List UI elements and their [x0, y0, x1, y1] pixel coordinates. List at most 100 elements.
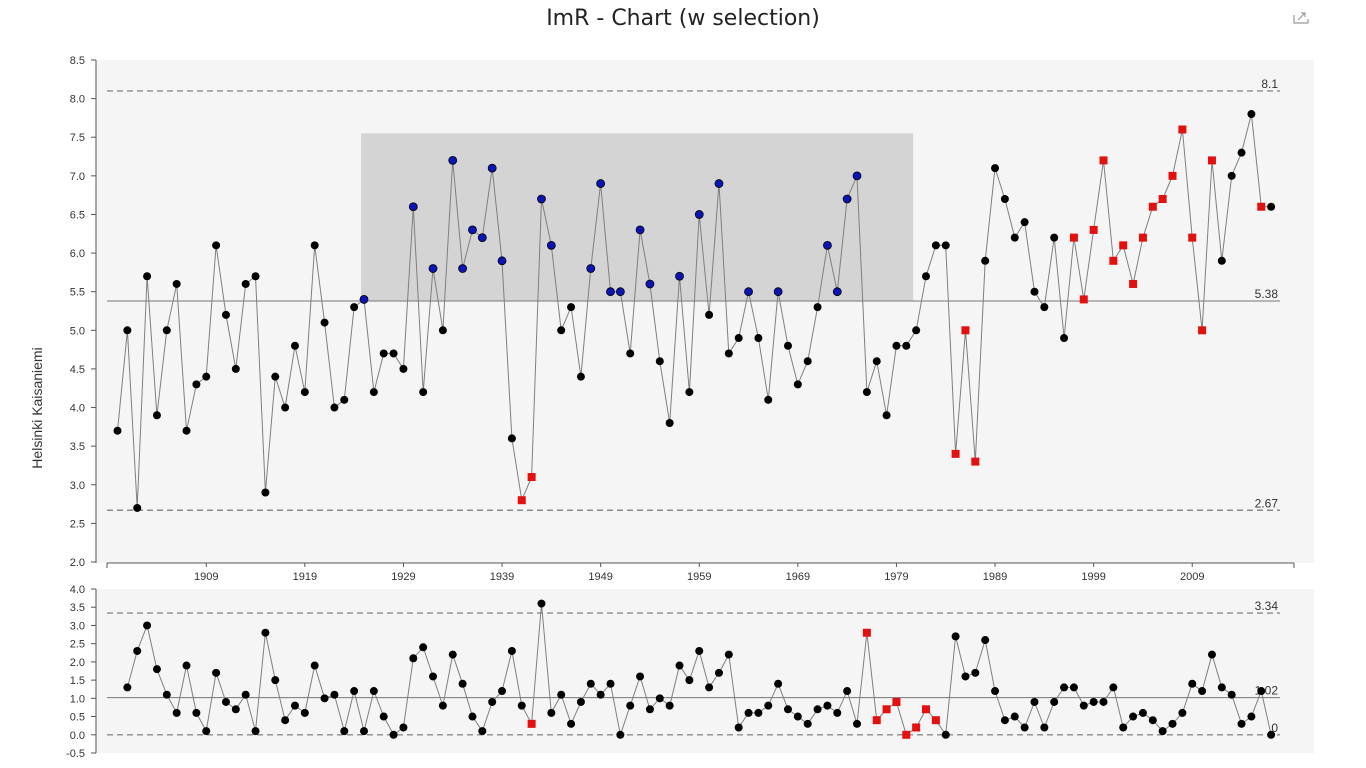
- data-point[interactable]: [774, 679, 783, 688]
- data-point[interactable]: [221, 310, 230, 319]
- data-point[interactable]: [793, 712, 802, 721]
- selected-point[interactable]: [537, 194, 546, 204]
- data-point[interactable]: [685, 388, 694, 397]
- data-point[interactable]: [350, 303, 359, 312]
- selected-point[interactable]: [359, 295, 369, 304]
- violation-point[interactable]: [1198, 326, 1207, 335]
- selected-point[interactable]: [448, 155, 458, 165]
- data-point[interactable]: [369, 687, 378, 696]
- data-point[interactable]: [241, 279, 250, 288]
- data-point[interactable]: [271, 676, 280, 685]
- data-point[interactable]: [340, 395, 349, 404]
- data-point[interactable]: [991, 687, 1000, 696]
- data-point[interactable]: [783, 705, 792, 714]
- violation-point[interactable]: [961, 326, 970, 335]
- data-point[interactable]: [833, 708, 842, 717]
- data-point[interactable]: [1069, 683, 1078, 692]
- selected-point[interactable]: [832, 287, 842, 297]
- data-point[interactable]: [744, 708, 753, 717]
- data-point[interactable]: [853, 719, 861, 728]
- data-point[interactable]: [212, 668, 221, 677]
- data-point[interactable]: [133, 646, 142, 655]
- data-point[interactable]: [941, 730, 950, 739]
- violation-point[interactable]: [892, 697, 901, 706]
- data-point[interactable]: [734, 723, 743, 732]
- data-point[interactable]: [941, 241, 950, 250]
- violation-point[interactable]: [1148, 202, 1157, 211]
- violation-point[interactable]: [872, 716, 881, 725]
- data-point[interactable]: [379, 712, 388, 721]
- data-point[interactable]: [1050, 233, 1059, 242]
- data-point[interactable]: [1237, 719, 1246, 728]
- data-point[interactable]: [991, 164, 1000, 173]
- data-point[interactable]: [241, 690, 250, 699]
- data-point[interactable]: [389, 349, 398, 358]
- export-icon[interactable]: [1293, 10, 1309, 24]
- data-point[interactable]: [438, 326, 447, 335]
- data-point[interactable]: [1247, 712, 1256, 721]
- data-point[interactable]: [981, 256, 990, 265]
- violation-point[interactable]: [527, 473, 536, 482]
- data-point[interactable]: [1000, 195, 1009, 204]
- data-point[interactable]: [419, 643, 428, 652]
- violation-point[interactable]: [1188, 233, 1197, 242]
- data-point[interactable]: [1020, 723, 1029, 732]
- data-point[interactable]: [172, 279, 181, 288]
- selected-point[interactable]: [546, 240, 556, 250]
- data-point[interactable]: [981, 636, 990, 645]
- data-point[interactable]: [1267, 730, 1276, 739]
- data-point[interactable]: [231, 705, 240, 714]
- data-point[interactable]: [576, 697, 585, 706]
- data-point[interactable]: [300, 388, 309, 397]
- selection-rectangle[interactable]: [361, 133, 914, 301]
- data-point[interactable]: [192, 708, 201, 717]
- data-point[interactable]: [872, 357, 881, 366]
- data-point[interactable]: [409, 654, 418, 663]
- data-point[interactable]: [655, 357, 664, 366]
- data-point[interactable]: [1109, 683, 1118, 692]
- data-point[interactable]: [557, 326, 566, 335]
- violation-point[interactable]: [527, 719, 536, 728]
- violation-point[interactable]: [1168, 171, 1177, 180]
- data-point[interactable]: [399, 723, 408, 732]
- violation-point[interactable]: [1257, 202, 1266, 211]
- data-point[interactable]: [330, 690, 339, 699]
- violation-point[interactable]: [517, 496, 526, 505]
- data-point[interactable]: [251, 727, 260, 736]
- violation-point[interactable]: [1069, 233, 1078, 242]
- data-point[interactable]: [212, 241, 221, 250]
- data-point[interactable]: [123, 326, 132, 335]
- data-point[interactable]: [1030, 287, 1039, 296]
- data-point[interactable]: [123, 683, 132, 692]
- data-point[interactable]: [971, 668, 980, 677]
- data-point[interactable]: [143, 272, 152, 281]
- data-point[interactable]: [892, 341, 901, 350]
- data-point[interactable]: [310, 661, 319, 670]
- data-point[interactable]: [665, 418, 674, 427]
- selected-point[interactable]: [477, 233, 487, 243]
- data-point[interactable]: [1237, 148, 1246, 157]
- selected-point[interactable]: [428, 264, 438, 273]
- data-point[interactable]: [626, 701, 635, 710]
- data-point[interactable]: [281, 716, 290, 725]
- data-point[interactable]: [320, 694, 329, 703]
- data-point[interactable]: [162, 690, 171, 699]
- data-point[interactable]: [330, 403, 339, 412]
- data-point[interactable]: [517, 701, 526, 710]
- data-point[interactable]: [882, 411, 891, 420]
- data-point[interactable]: [419, 388, 428, 397]
- data-point[interactable]: [547, 708, 556, 717]
- data-point[interactable]: [1040, 723, 1049, 732]
- data-point[interactable]: [783, 341, 792, 350]
- violation-point[interactable]: [922, 705, 931, 714]
- data-point[interactable]: [399, 364, 408, 373]
- data-point[interactable]: [498, 687, 507, 696]
- data-point[interactable]: [429, 672, 438, 681]
- data-point[interactable]: [369, 388, 378, 397]
- data-point[interactable]: [379, 349, 388, 358]
- data-point[interactable]: [1060, 683, 1069, 692]
- data-point[interactable]: [1099, 697, 1108, 706]
- selected-point[interactable]: [635, 225, 645, 235]
- data-point[interactable]: [557, 690, 566, 699]
- data-point[interactable]: [1227, 690, 1236, 699]
